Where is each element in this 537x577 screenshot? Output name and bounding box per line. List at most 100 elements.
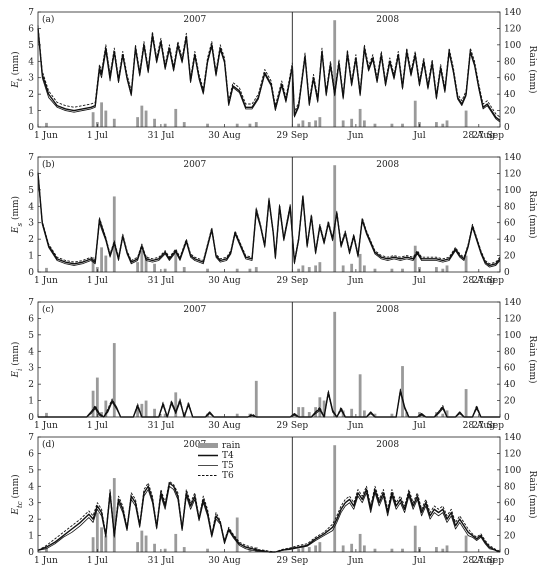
rain-bar (314, 265, 318, 272)
x-tick-label: 28 Aug (463, 421, 496, 431)
y2-axis-label: Rain (mm) (527, 46, 537, 94)
y2-tick-label: 60 (504, 499, 516, 509)
rain-bar (144, 255, 148, 272)
rain-bar (254, 380, 258, 417)
year-label: 2007 (183, 15, 206, 25)
series-line-t6 (37, 25, 501, 118)
x-tick-label: Jun (347, 556, 363, 566)
y2-tick-label: 40 (504, 515, 516, 525)
rain-bar (413, 245, 417, 272)
y-tick-label: 3 (28, 219, 34, 229)
y-tick-label: 6 (28, 449, 34, 459)
rain-bar (104, 400, 108, 417)
y-tick-label: 7 (28, 298, 34, 308)
y-tick-label: 0 (28, 268, 34, 278)
rain-bar (95, 377, 99, 417)
rain-bar (112, 118, 116, 127)
year-label: 2007 (183, 305, 206, 315)
rain-bar (445, 265, 449, 272)
y2-tick-label: 100 (504, 186, 521, 196)
rain-bar (464, 389, 468, 417)
rain-bar (362, 410, 366, 417)
y2-tick-label: 120 (504, 24, 521, 34)
y-tick-label: 5 (28, 41, 34, 51)
y-axis-label: Etc (mm) (10, 474, 24, 515)
x-tick-label: 29 Sep (277, 131, 309, 141)
y2-tick-label: 120 (504, 169, 521, 179)
panel-label: (a) (42, 14, 54, 25)
rain-bar (333, 445, 337, 552)
rain-bar (174, 253, 178, 272)
y-tick-label: 0 (28, 548, 34, 558)
y2-tick-label: 40 (504, 235, 516, 245)
panel-b: 0 1 2 3 4 5 6 7 0 20 40 60 80 100 120 140 1 Jun 1 Jul 31 J… (10, 153, 537, 286)
rain-bar (104, 110, 108, 127)
series-line-t5 (37, 28, 501, 123)
y2-tick-label: 20 (504, 252, 516, 262)
y-tick-label: 4 (28, 57, 34, 67)
rain-bar (301, 265, 305, 272)
rain-bar (235, 268, 239, 272)
y-tick-label: 3 (28, 499, 34, 509)
rain-bar (373, 123, 377, 127)
rain-bar (413, 100, 417, 127)
legend-label: T6 (222, 471, 234, 481)
rain-bar (163, 548, 167, 552)
rain-bar (136, 262, 140, 272)
y-tick-label: 2 (28, 380, 34, 390)
rain-bar (153, 543, 156, 552)
rain-bar (91, 257, 95, 272)
rain-bar (112, 196, 116, 272)
y-tick-label: 2 (28, 515, 34, 525)
rain-bar (341, 120, 345, 127)
series-line-t5 (37, 176, 501, 268)
panel-label: (d) (42, 439, 55, 450)
year-label: 2008 (376, 440, 399, 450)
plot-frame (37, 11, 501, 128)
x-tick-label: 1 Jun (34, 276, 58, 286)
rain-bar (358, 533, 362, 552)
rain-bar (333, 165, 337, 272)
rain-bar (248, 123, 252, 127)
year-label: 2008 (376, 160, 399, 170)
rain-bar (174, 533, 178, 552)
rain-bar (206, 123, 209, 127)
rain-bar (144, 110, 148, 127)
x-tick-label: Jun (347, 131, 363, 141)
panel-c: 0 1 2 3 4 5 6 7 0 20 40 60 80 100 120 140 1 Jun 1 Jul 31 J… (10, 298, 537, 431)
series-line-t4 (37, 173, 501, 267)
rain-bar (153, 263, 156, 272)
y2-tick-label: 80 (504, 347, 516, 357)
rain-bar (445, 120, 449, 127)
x-tick-label: 28 Aug (463, 276, 496, 286)
y2-tick-label: 20 (504, 397, 516, 407)
rain-bar (144, 400, 148, 417)
y-tick-label: 1 (28, 107, 34, 117)
x-tick-label: 31 Jul (148, 131, 175, 141)
rain-bar (358, 108, 362, 127)
y2-tick-label: 120 (504, 314, 521, 324)
x-tick-label: 30 Aug (208, 131, 241, 141)
rain-bar (333, 20, 337, 127)
y2-tick-label: 80 (504, 482, 516, 492)
y2-tick-label: 60 (504, 74, 516, 84)
rain-bar (45, 412, 48, 417)
rain-bar (401, 123, 404, 127)
x-tick-label: 1 Jun (34, 421, 58, 431)
rain-bar (163, 413, 167, 417)
rain-bar (112, 343, 116, 417)
rain-bar (163, 123, 167, 127)
x-tick-label: Jul (412, 276, 425, 286)
y-tick-label: 4 (28, 347, 34, 357)
rain-bar (140, 530, 144, 552)
plot-frame (37, 436, 501, 553)
rain-bar (206, 548, 209, 552)
x-tick-label: 29 Sep (277, 276, 309, 286)
rain-bar (182, 122, 186, 127)
rain-bar (174, 108, 178, 127)
year-label: 2007 (183, 440, 206, 450)
rain-bar (350, 263, 354, 272)
y2-tick-label: 0 (504, 268, 510, 278)
rain-bar (401, 268, 404, 272)
x-tick-label: 30 Aug (208, 276, 241, 286)
